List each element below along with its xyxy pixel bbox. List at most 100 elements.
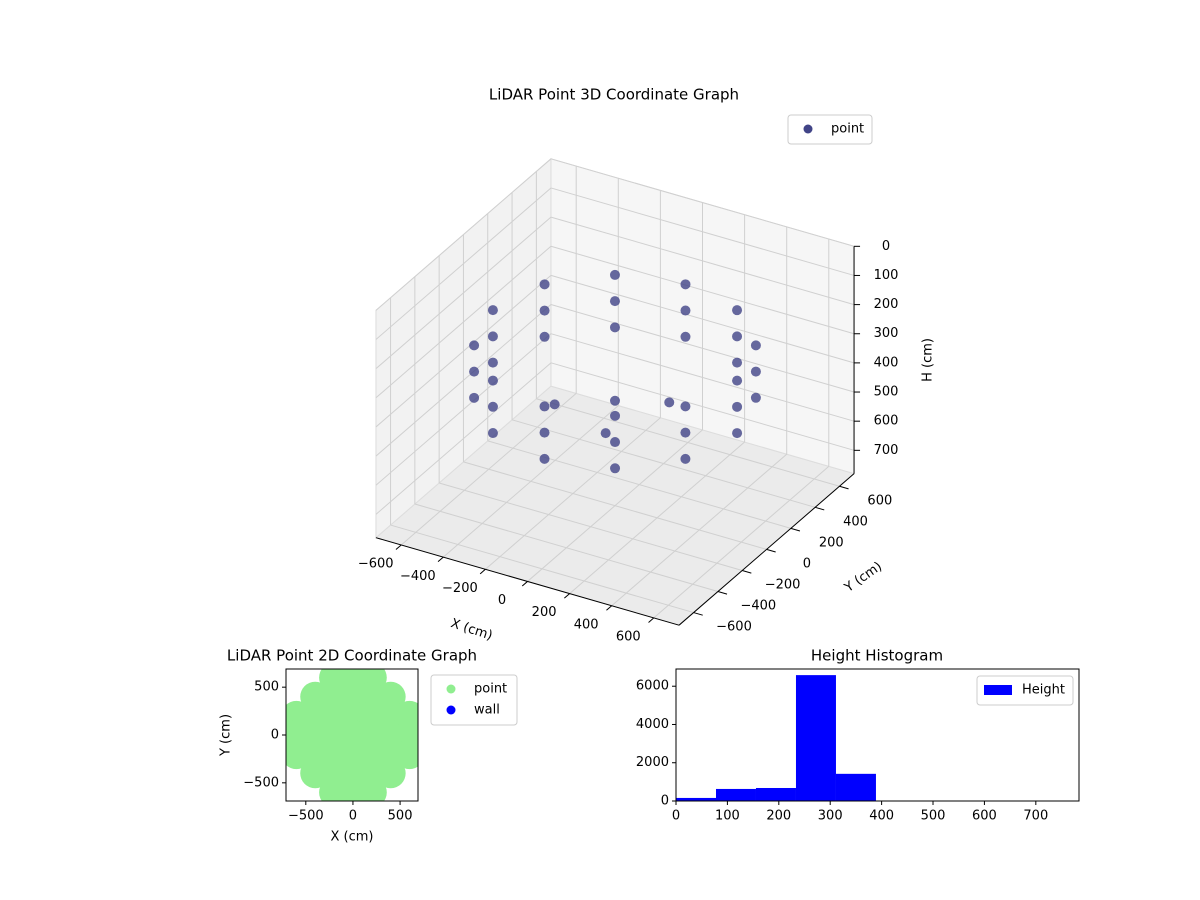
point [732, 357, 743, 368]
tick-mark [839, 485, 849, 490]
plot-area [286, 669, 418, 801]
grid-line [375, 245, 552, 399]
axes-frame [675, 668, 1080, 802]
grid-line [550, 158, 855, 247]
point [487, 357, 498, 368]
point [487, 375, 498, 386]
legend-marker [446, 705, 456, 715]
bar [715, 788, 756, 801]
tick-mark [742, 569, 752, 574]
tick-mark [395, 544, 402, 550]
point [549, 399, 560, 410]
grid-line [511, 419, 816, 508]
grid-line [550, 216, 855, 306]
point [539, 305, 550, 316]
grid-line [375, 187, 552, 340]
point [600, 428, 611, 439]
x-tick-label: 200 [766, 809, 791, 824]
point [609, 322, 620, 333]
grid-line [375, 216, 552, 370]
x-tick-label: −600 [358, 557, 394, 572]
grid-line [390, 524, 694, 614]
x-tick-label: 300 [818, 809, 843, 824]
point [539, 453, 550, 464]
point [680, 331, 691, 342]
chart-title: LiDAR Point 3D Coordinate Graph [489, 86, 739, 104]
point [487, 331, 498, 342]
bar [755, 787, 796, 801]
point [664, 397, 675, 408]
legend-marker [803, 124, 813, 134]
grid-line [487, 440, 791, 529]
point [610, 395, 620, 406]
y-tick-label: 600 [867, 493, 892, 508]
x-tick-label: 200 [532, 605, 557, 620]
y-tick-label: −500 [243, 775, 279, 790]
x-tick-label: 600 [972, 809, 997, 824]
grid-line [375, 158, 552, 311]
grid-line [550, 304, 855, 393]
legend-box [976, 675, 1074, 706]
z-tick-label: 600 [874, 414, 899, 429]
y-tick-label: 500 [254, 680, 279, 695]
tick-mark [648, 617, 655, 623]
legend-marker [446, 684, 456, 694]
z-tick-label: 400 [874, 355, 899, 370]
z-tick-label: 300 [874, 326, 899, 341]
point [356, 777, 387, 801]
axis-line [678, 473, 855, 626]
y-tick-label: −200 [765, 577, 801, 592]
y-tick-label: −600 [716, 620, 752, 635]
point [732, 401, 743, 412]
tick-mark [521, 581, 528, 587]
point [750, 340, 761, 351]
z-tick-label: 0 [882, 239, 890, 254]
x-tick-label: 0 [498, 593, 506, 608]
z-tick-label: 700 [874, 443, 899, 458]
y-tick-label: −400 [740, 599, 776, 614]
grid-line [550, 187, 855, 276]
point [609, 296, 620, 307]
point [610, 437, 621, 448]
tick-mark [766, 548, 776, 553]
point [732, 305, 743, 316]
legend-swatch [984, 685, 1012, 695]
x-tick-label: 500 [388, 809, 413, 824]
x-axis-label: X (cm) [331, 830, 374, 845]
y-tick-label: 2000 [636, 755, 669, 770]
x-tick-label: 0 [349, 809, 357, 824]
point [469, 366, 480, 377]
point [469, 340, 480, 351]
point [750, 366, 761, 377]
tick-mark [437, 556, 444, 563]
bar [835, 773, 876, 801]
x-tick-label: 400 [869, 809, 894, 824]
chart-title: Height Histogram [811, 647, 943, 665]
point [732, 331, 743, 342]
point [539, 427, 550, 438]
point [732, 375, 743, 386]
grid-line [375, 304, 552, 457]
grid-line [414, 503, 719, 592]
point [539, 401, 550, 412]
tick-mark [717, 591, 728, 595]
grid-line [375, 275, 552, 428]
legend-label: Height [1022, 683, 1065, 698]
grid-line [550, 362, 855, 451]
point [610, 463, 621, 474]
z-axis-label: H (cm) [921, 338, 936, 382]
chart-title: LiDAR Point 2D Coordinate Graph [227, 647, 477, 665]
tick-mark [790, 527, 801, 532]
legend-label: point [831, 122, 864, 137]
point [539, 331, 550, 342]
point [375, 758, 406, 789]
point [487, 428, 498, 439]
point [539, 279, 550, 290]
x-tick-label: −200 [442, 581, 478, 596]
grid-line [375, 333, 552, 486]
x-tick-label: 100 [715, 809, 740, 824]
point [680, 427, 691, 438]
point [609, 269, 620, 280]
point [750, 392, 761, 403]
grid-line [550, 274, 855, 364]
